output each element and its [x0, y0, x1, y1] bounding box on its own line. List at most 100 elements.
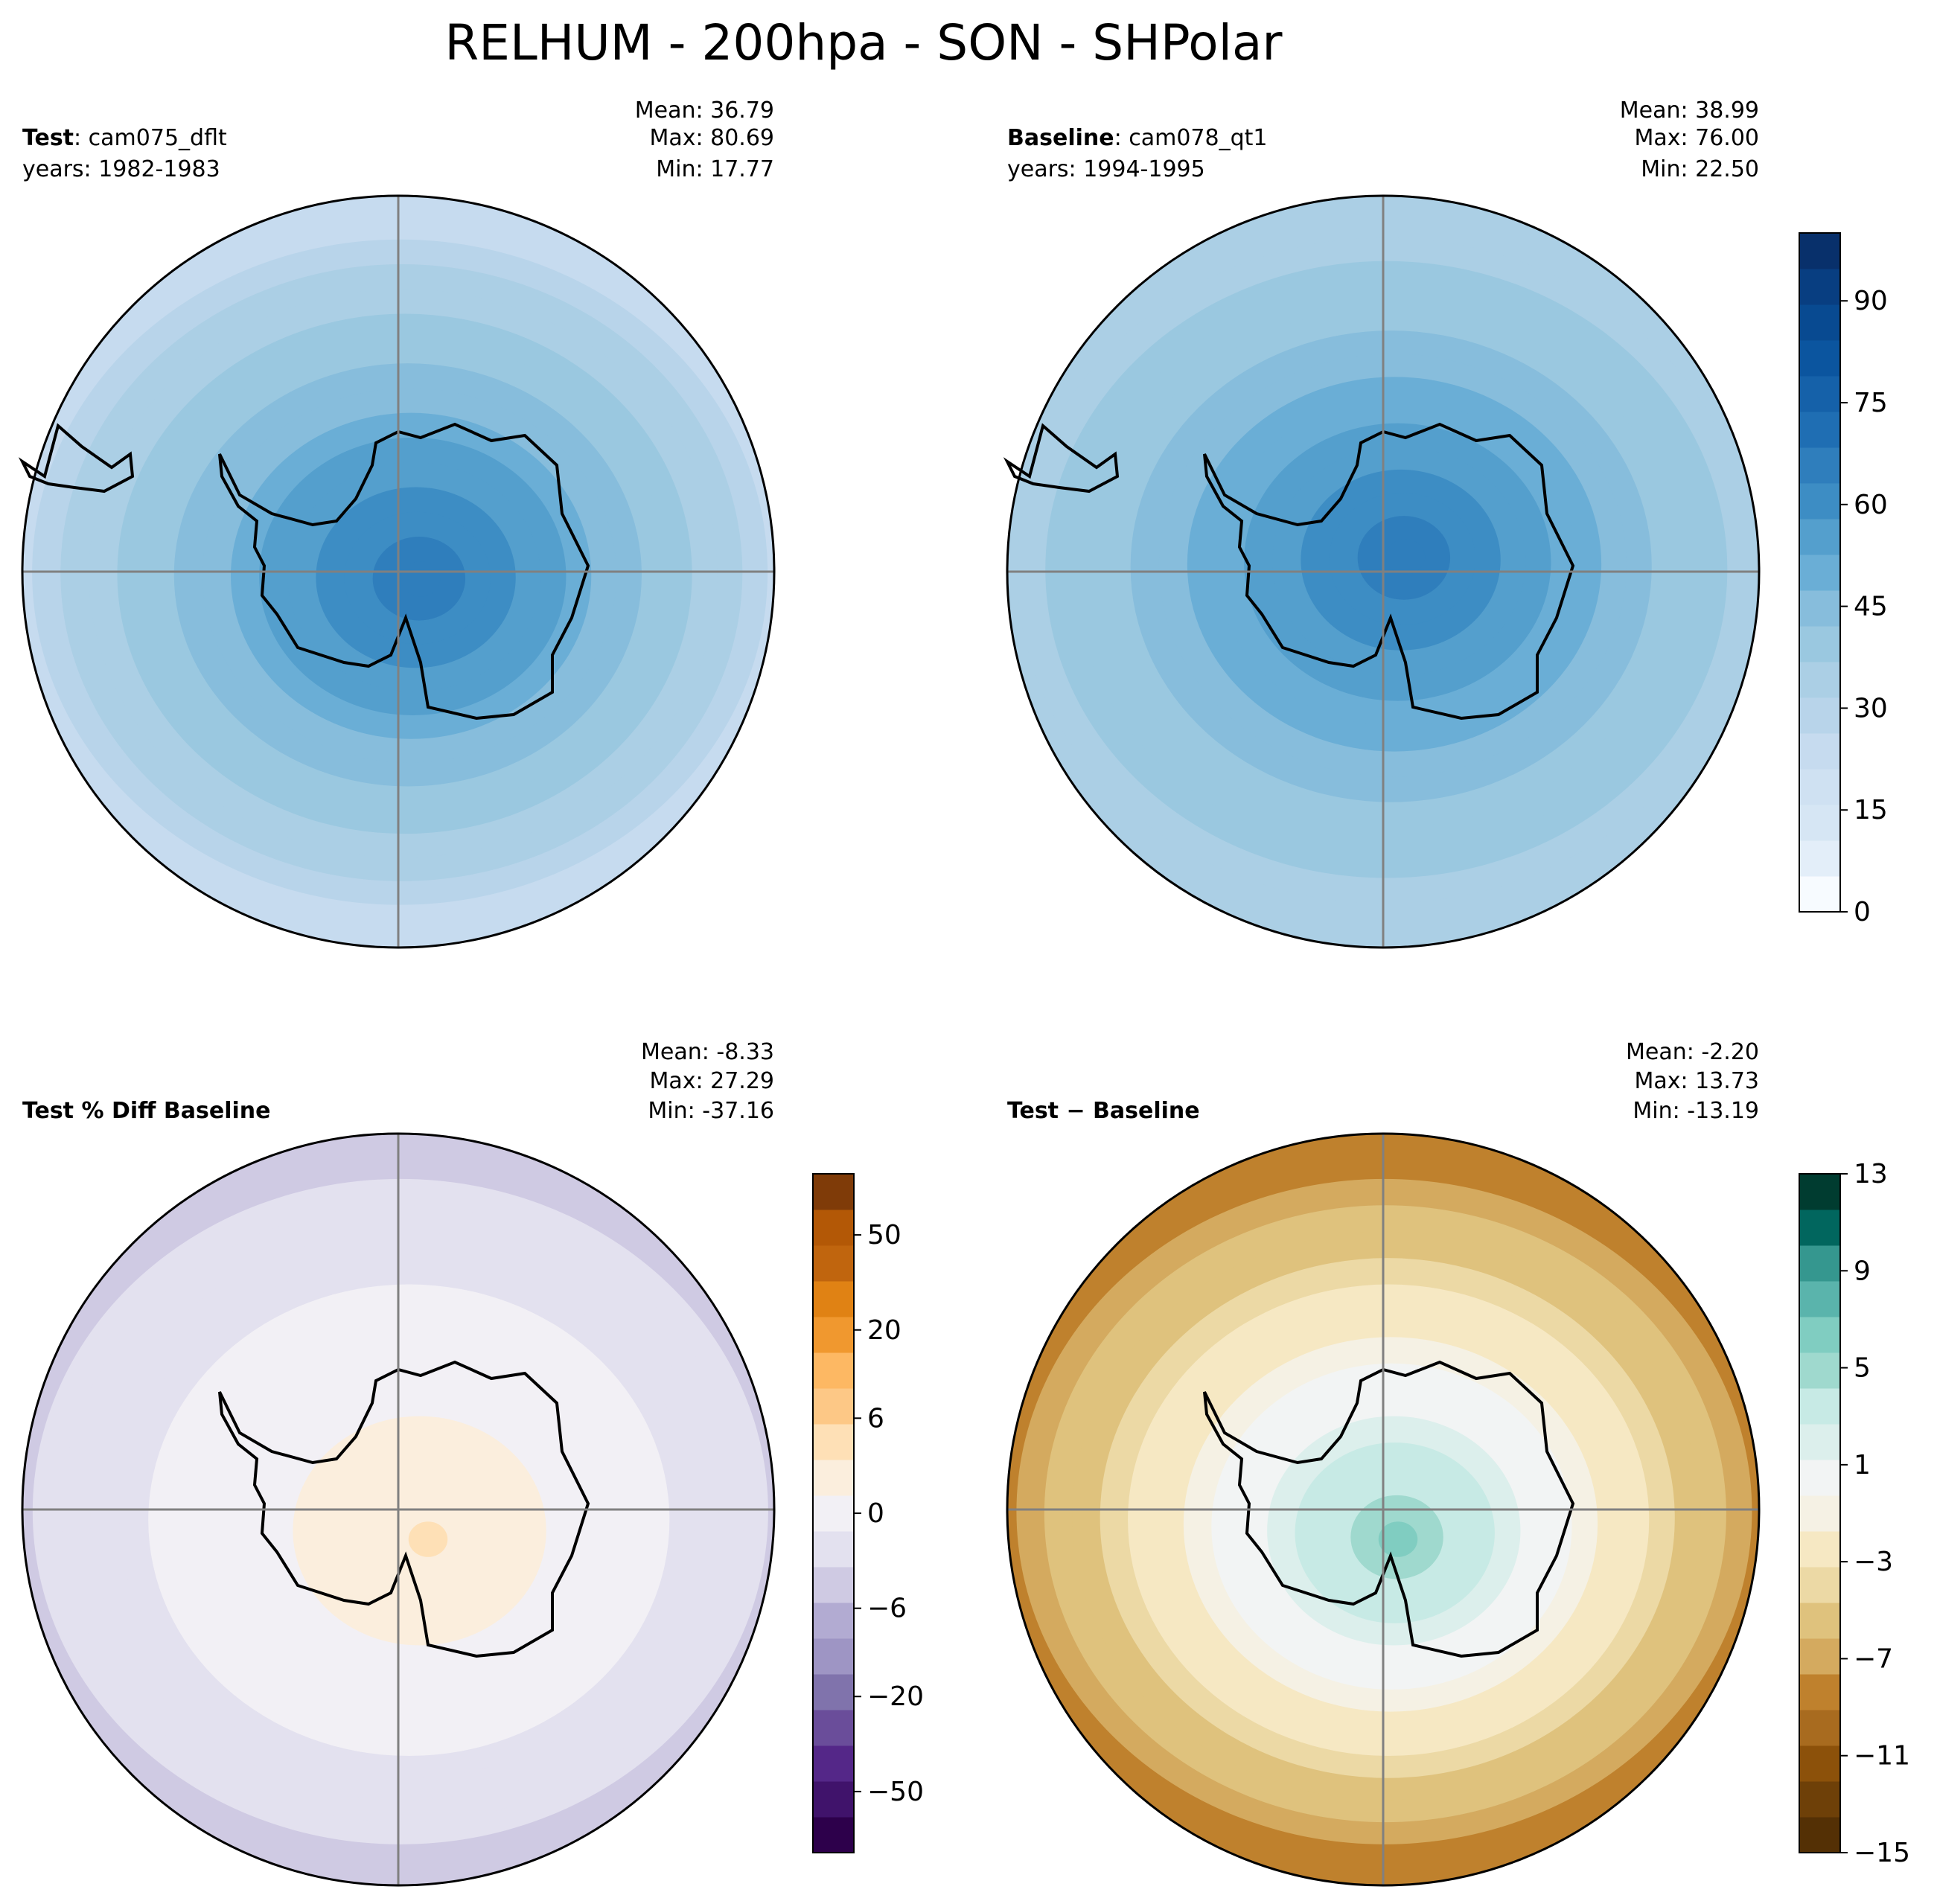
colorbar-swatch	[1799, 1710, 1840, 1746]
colorbar-swatch	[1799, 447, 1840, 484]
contour-band	[1385, 539, 1426, 575]
colorbar-tick-label: −50	[867, 1777, 924, 1807]
colorbar-swatch	[1799, 1745, 1840, 1782]
colorbar-swatch	[813, 1424, 854, 1460]
panel-test-map-boundary	[21, 194, 776, 949]
colorbar-tick-label: 0	[867, 1498, 884, 1529]
colorbar-swatch	[813, 1638, 854, 1675]
panel-test-coastline	[218, 422, 590, 721]
colorbar-swatch	[813, 1603, 854, 1639]
colorbar-swatch	[1799, 1495, 1840, 1532]
colorbar-tick-label: 45	[1854, 592, 1888, 622]
colorbar-swatch	[1799, 590, 1840, 627]
colorbar-swatch	[1799, 304, 1840, 341]
colorbar-swatch	[813, 1460, 854, 1496]
panel-pctdiff-coastline	[218, 1360, 590, 1658]
panel-diff-label-bold: Test	[1007, 1098, 1059, 1124]
colorbar-swatch	[813, 1531, 854, 1568]
panel-baseline-coastline	[1203, 422, 1575, 721]
colorbar-swatch	[1799, 1210, 1840, 1246]
colorbar-swatch	[1799, 269, 1840, 305]
colorbar-tick-label: 90	[1854, 286, 1888, 316]
colorbar-swatch	[813, 1495, 854, 1532]
colorbar-swatch	[813, 1281, 854, 1317]
panel-diff-coastline	[1203, 1360, 1575, 1658]
colorbar-tick-label: 13	[1854, 1159, 1888, 1189]
colorbar-swatch	[1799, 1603, 1840, 1639]
colorbar-swatch	[1799, 1388, 1840, 1425]
colorbar-tick-label: 1	[1854, 1450, 1871, 1480]
colorbar-tick-label: 20	[867, 1315, 902, 1346]
panel-baseline-stat-min: Min: 22.50	[1641, 156, 1759, 182]
colorbar-swatch	[813, 1317, 854, 1353]
colorbar-swatch	[1799, 769, 1840, 805]
colorbar-tick-label: −20	[867, 1681, 924, 1712]
figure-title: RELHUM - 200hpa - SON - SHPolar	[444, 14, 1283, 71]
colorbar-swatch	[1799, 733, 1840, 770]
panel-baseline-label-rest: : cam078_qt1	[1114, 125, 1268, 151]
panel-test-coastline-south-america	[18, 423, 135, 493]
colorbar-tick-label: 5	[1854, 1353, 1871, 1384]
colorbar-swatch	[813, 1674, 854, 1710]
panel-pctdiff-label: Test % Diff Baseline	[22, 1098, 271, 1124]
colorbar-swatch	[1799, 840, 1840, 877]
colorbar-swatch	[813, 1388, 854, 1425]
colorbar-swatch	[1799, 662, 1840, 698]
colorbar-tick-label: 6	[867, 1403, 884, 1434]
colorbar-main: 0 15 30 45 60 75 90	[1799, 232, 1888, 927]
colorbar-tick-label: 50	[867, 1220, 902, 1250]
colorbar-swatch	[813, 1210, 854, 1246]
panel-test-stat-max: Max: 80.69	[649, 125, 774, 151]
colorbar-swatch	[813, 1817, 854, 1853]
colorbar-frame	[1799, 232, 1841, 913]
colorbar-swatch	[1799, 805, 1840, 841]
colorbar-swatch	[813, 1245, 854, 1282]
panel-test-stat-min: Min: 17.77	[656, 156, 774, 182]
colorbar-swatch	[1799, 233, 1840, 269]
colorbar-tick-label: 30	[1854, 693, 1888, 723]
panel-test: Test: cam075_dflt years: 1982-1983 Mean:…	[18, 98, 776, 949]
colorbar-tick-label: −15	[1854, 1838, 1910, 1868]
colorbar-tick-label: 75	[1854, 388, 1888, 418]
contour-band	[408, 1521, 448, 1557]
colorbar-tick-label: 0	[1854, 897, 1871, 927]
panel-baseline-label-bold: Baseline	[1007, 125, 1114, 151]
panel-test-contours	[22, 196, 774, 948]
panel-diff-stat-max: Max: 13.73	[1634, 1068, 1759, 1094]
panel-diff-label: Test − Baseline	[1007, 1098, 1200, 1124]
colorbar-swatch	[1799, 1245, 1840, 1282]
panel-pctdiff: Test % Diff Baseline Mean: -8.33 Max: 27…	[21, 1039, 776, 1887]
panel-baseline: Baseline: cam078_qt1 years: 1994-1995 Me…	[1003, 98, 1761, 949]
colorbar-swatch	[1799, 1674, 1840, 1710]
colorbar-swatch	[813, 1781, 854, 1818]
colorbar-swatch	[1799, 1567, 1840, 1603]
colorbar-swatch	[1799, 1460, 1840, 1496]
colorbar-tick-label: −7	[1854, 1643, 1893, 1674]
colorbar-swatch	[1799, 697, 1840, 734]
colorbar-tick-label: −11	[1854, 1741, 1910, 1772]
colorbar-swatch	[813, 1174, 854, 1210]
panel-baseline-stat-max: Max: 76.00	[1634, 125, 1759, 151]
panel-pctdiff-map-boundary	[21, 1132, 776, 1887]
colorbar-swatch	[813, 1352, 854, 1389]
colorbar-swatch	[1799, 483, 1840, 520]
colorbar-swatch	[1799, 1352, 1840, 1389]
panel-test-label-bold: Test	[22, 125, 74, 151]
colorbar-swatch	[813, 1567, 854, 1603]
panel-pctdiff-stat-mean: Mean: -8.33	[641, 1039, 774, 1065]
colorbar-swatch	[1799, 1781, 1840, 1818]
colorbar-swatch	[1799, 1424, 1840, 1460]
colorbar-swatch	[1799, 555, 1840, 591]
panel-diff-map-boundary	[1006, 1132, 1761, 1887]
colorbar-swatch	[1799, 626, 1840, 662]
colorbar-diff: −15 −11 −7 −3 1 5 9 13	[1799, 1159, 1910, 1868]
colorbar-swatch	[1799, 412, 1840, 448]
colorbar-swatch	[1799, 1638, 1840, 1675]
panel-diff-stat-mean: Mean: -2.20	[1626, 1039, 1759, 1065]
panel-baseline-label: Baseline: cam078_qt1	[1007, 125, 1268, 151]
contour-band	[401, 561, 441, 597]
colorbar-swatch	[1799, 519, 1840, 555]
contour-band	[1378, 1521, 1418, 1557]
panel-pctdiff-stat-max: Max: 27.29	[649, 1068, 774, 1094]
